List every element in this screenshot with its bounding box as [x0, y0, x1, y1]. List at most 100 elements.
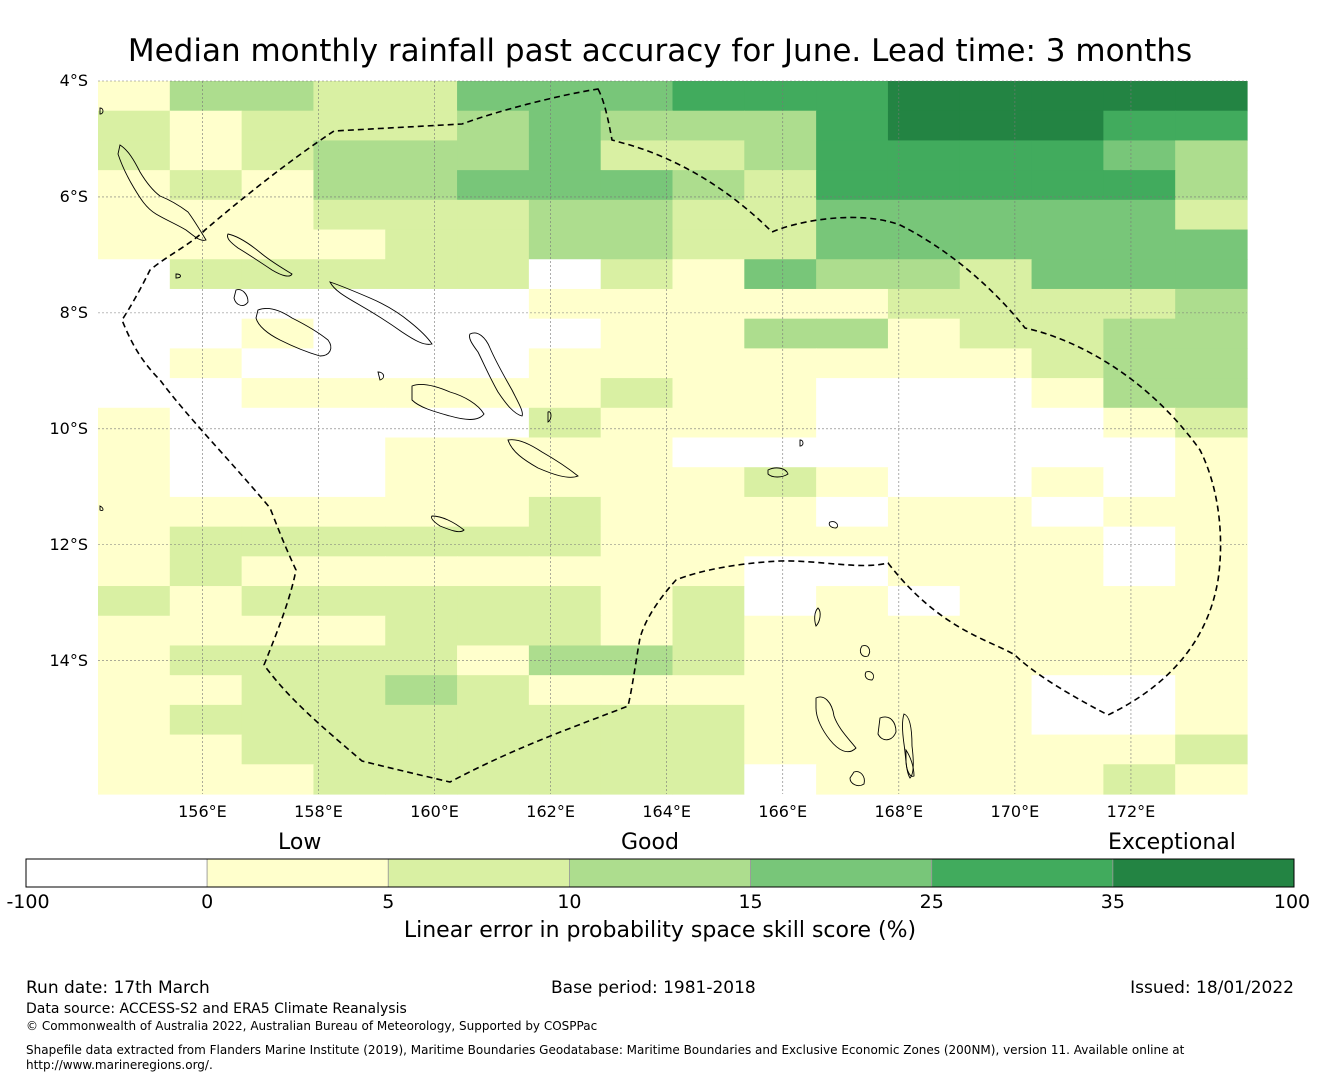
grid-cell [169, 81, 243, 112]
grid-cell [672, 615, 745, 647]
grid-cell [1175, 437, 1248, 468]
grid-cell [98, 467, 171, 498]
grid-cell [457, 704, 530, 736]
grid-cell [672, 170, 745, 201]
grid-cell [169, 734, 243, 765]
grid-cell [816, 764, 889, 795]
grid-cell [169, 140, 243, 171]
grid-cell [959, 81, 1033, 112]
grid-cell [169, 378, 243, 409]
grid-cell [1031, 467, 1104, 498]
grid-cell [313, 615, 386, 647]
grid-cell [385, 288, 458, 320]
grid-cell [744, 496, 817, 528]
grid-cell [1103, 229, 1176, 260]
grid-cell [169, 229, 243, 260]
grid-cell [887, 378, 961, 409]
grid-cell [816, 170, 889, 201]
grid-cell [672, 704, 745, 736]
grid-cell [528, 229, 602, 260]
grid-cell [528, 348, 602, 379]
grid-cell [816, 229, 889, 260]
grid-cell [385, 704, 458, 736]
grid-cell [1103, 526, 1176, 557]
grid-cell [241, 764, 315, 795]
copyright: © Commonwealth of Australia 2022, Austra… [26, 1019, 598, 1033]
grid-cell [313, 586, 386, 617]
latitude-label: 4°S [59, 71, 88, 90]
grid-cell [457, 645, 530, 676]
grid-cell [1103, 348, 1176, 379]
grid-cell [600, 556, 674, 587]
grid-cell [241, 704, 315, 736]
grid-cell [169, 110, 243, 142]
grid-cell [1103, 288, 1176, 320]
grid-cell [169, 526, 243, 557]
grid-cell [959, 140, 1033, 171]
category-low: Low [278, 830, 322, 855]
grid-cell [959, 110, 1033, 142]
grid-cell [744, 259, 817, 290]
grid-cell [1175, 378, 1248, 409]
island-new-georgia [255, 307, 332, 357]
grid-cell [887, 288, 961, 320]
grid-cell [887, 407, 961, 439]
grid-cell [1175, 556, 1248, 587]
grid-cell [241, 407, 315, 439]
colorbar-swatch [206, 858, 389, 888]
island-ambae [859, 645, 871, 657]
island-vella-lavella [233, 289, 249, 306]
grid-cell [816, 407, 889, 439]
grid-cell [241, 140, 315, 171]
grid-cell [816, 586, 889, 617]
grid-cell [313, 140, 386, 171]
grid-cell [241, 556, 315, 587]
grid-cell [98, 259, 171, 290]
grid-cell [313, 496, 386, 528]
grid-cell [241, 467, 315, 498]
grid-cell [1103, 586, 1176, 617]
grid-cell [313, 407, 386, 439]
grid-cell [816, 437, 889, 468]
grid-cell [313, 467, 386, 498]
grid-cell [672, 675, 745, 706]
island-small-2 [99, 505, 104, 511]
colorbar-frame [25, 858, 1295, 888]
grid-cell [385, 467, 458, 498]
grid-cell [528, 764, 602, 795]
grid-cell [1175, 407, 1248, 439]
grid-cell [816, 348, 889, 379]
skill-grid [98, 81, 1248, 795]
grid-cell [672, 645, 745, 676]
grid-cell [600, 259, 674, 290]
grid-cell [169, 586, 243, 617]
grid-cell [385, 378, 458, 409]
grid-cell [600, 734, 674, 765]
grid-cell [1103, 675, 1176, 706]
grid-cell [600, 437, 674, 468]
graticule [98, 80, 1247, 794]
grid-cell [241, 288, 315, 320]
grid-cell [98, 229, 171, 260]
grid-cell [528, 615, 602, 647]
longitude-label: 168°E [874, 802, 924, 821]
grid-cell [313, 734, 386, 765]
grid-cell [959, 259, 1033, 290]
grid-cell [959, 199, 1033, 231]
grid-cell [959, 467, 1033, 498]
grid-cell [98, 615, 171, 647]
grid-cell [672, 229, 745, 260]
grid-cell [385, 734, 458, 765]
longitude-label: 166°E [758, 802, 808, 821]
grid-cell [600, 764, 674, 795]
grid-cell [528, 556, 602, 587]
grid-cell [98, 496, 171, 528]
grid-cell [1103, 199, 1176, 231]
grid-cell [241, 615, 315, 647]
grid-cell [1103, 378, 1176, 409]
grid-cell [457, 437, 530, 468]
grid-cell [1031, 229, 1104, 260]
grid-cell [600, 81, 674, 112]
grid-cell [528, 496, 602, 528]
longitude-label: 164°E [642, 802, 692, 821]
